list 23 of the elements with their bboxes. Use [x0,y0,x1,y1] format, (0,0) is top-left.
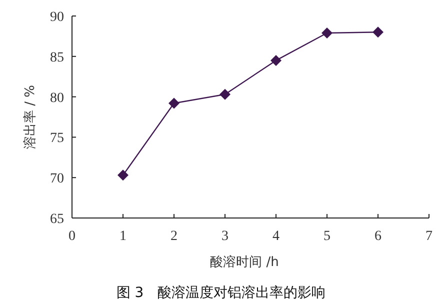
y-tick-label: 85 [50,50,64,66]
y-tick-label: 80 [50,90,64,106]
text: 图 3 酸溶温度对铝溶出率的影响 [116,285,326,301]
y-tick-label: 90 [50,10,64,25]
point [220,88,230,100]
y-tick-label: 75 [50,131,64,146]
x-tick-label: 6 [374,229,382,244]
point [372,26,384,38]
x-tick-label: 7 [426,229,432,244]
point [168,98,180,109]
x-axis-title: 酸溶时间 /h [210,254,279,270]
y-tick-label: 65 [50,212,64,227]
y-tick-label: 70 [50,172,64,187]
y-axis-title: 溶出率 / % [22,85,38,149]
x-tick-label: 0 [68,229,76,244]
x-tick-label: 2 [170,229,178,244]
x-tick-label: 3 [222,229,228,244]
x-tick-label: 1 [120,229,126,244]
point [270,54,282,66]
x-tick-label: 5 [324,229,330,244]
x-tick-label: 4 [272,229,280,244]
point [118,170,128,181]
point [322,27,332,38]
